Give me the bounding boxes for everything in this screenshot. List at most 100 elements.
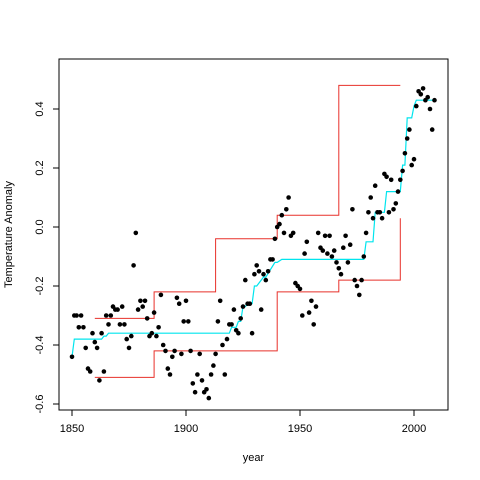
data-point [270, 257, 275, 262]
data-point [414, 103, 419, 109]
data-point [131, 263, 136, 268]
data-point [345, 260, 351, 265]
data-point [240, 304, 246, 309]
y-tick-label: -0.6 [34, 395, 46, 414]
data-point [76, 325, 82, 330]
data-point [409, 162, 415, 168]
data-point [297, 286, 303, 292]
data-point [74, 313, 79, 318]
data-point [370, 215, 376, 221]
data-point [108, 313, 114, 318]
data-point [304, 239, 310, 245]
data-point [140, 304, 145, 309]
data-point [336, 266, 342, 271]
data-point [425, 94, 431, 100]
data-point [279, 212, 285, 218]
data-point [220, 342, 225, 348]
data-point [343, 233, 348, 239]
data-point [174, 295, 180, 301]
data-point [103, 313, 109, 318]
data-point [352, 277, 358, 283]
data-point [357, 292, 362, 298]
data-point [99, 330, 104, 336]
data-point [179, 351, 184, 357]
data-point [325, 251, 330, 256]
data-point [158, 292, 164, 298]
data-point [393, 201, 399, 206]
data-point [156, 325, 161, 330]
data-point [115, 307, 120, 312]
data-point [163, 348, 168, 354]
y-axis: -0.6 -0.4 -0.2 0.0 0.2 0.4 [34, 101, 59, 413]
data-point [192, 389, 198, 395]
data-point [238, 316, 243, 321]
data-point [122, 322, 127, 327]
data-point [311, 322, 317, 327]
data-point [247, 301, 253, 307]
data-point [119, 304, 125, 309]
data-point [327, 233, 332, 239]
data-point [341, 245, 346, 250]
data-point [347, 242, 353, 247]
data-point [186, 319, 191, 324]
upper-band-line [94, 84, 401, 319]
x-tick-label: 1950 [288, 423, 312, 435]
data-point [176, 301, 182, 307]
data-point [126, 345, 132, 351]
data-point [286, 195, 291, 200]
data-point [391, 207, 396, 212]
data-point [129, 333, 134, 339]
data-point [411, 156, 417, 162]
data-point [368, 195, 374, 200]
data-point [249, 330, 255, 336]
data-point [87, 369, 93, 374]
data-point [395, 189, 401, 194]
data-point [243, 277, 248, 283]
data-point [154, 333, 159, 339]
data-point [302, 251, 307, 256]
data-point [92, 339, 98, 345]
data-point [222, 372, 228, 377]
data-point [138, 298, 143, 304]
data-point [231, 307, 237, 312]
data-point [183, 298, 189, 304]
data-point [170, 354, 175, 360]
data-point [142, 298, 148, 304]
y-tick-label: 0.4 [34, 101, 46, 116]
data-point [334, 260, 339, 265]
data-point [272, 236, 278, 242]
data-point [206, 395, 212, 401]
y-tick-label: -0.2 [34, 277, 46, 296]
plot-frame [58, 58, 449, 411]
data-point [372, 183, 378, 188]
x-tick-label: 1850 [60, 423, 84, 435]
data-point [432, 97, 437, 103]
data-point [290, 230, 296, 236]
lower-band-line [94, 218, 401, 378]
data-point [366, 210, 371, 215]
data-point [386, 210, 392, 215]
data-point [313, 304, 319, 309]
data-point [350, 207, 355, 212]
data-point [418, 92, 424, 97]
data-point [172, 348, 177, 354]
y-axis-title: Temperature Anomaly [3, 181, 15, 288]
data-point [300, 313, 305, 318]
data-point [124, 336, 129, 342]
confidence-band-layer [94, 84, 401, 378]
data-point [281, 230, 287, 236]
data-point [215, 319, 221, 324]
data-point [135, 307, 141, 312]
data-point [229, 322, 234, 327]
data-point [256, 269, 262, 274]
data-point [181, 319, 186, 324]
data-point [78, 313, 84, 318]
data-point [190, 381, 196, 386]
data-point [165, 366, 171, 371]
data-point [407, 127, 412, 132]
data-point [359, 277, 364, 283]
data-point [211, 363, 216, 368]
data-point [306, 310, 312, 315]
data-point [261, 271, 266, 277]
